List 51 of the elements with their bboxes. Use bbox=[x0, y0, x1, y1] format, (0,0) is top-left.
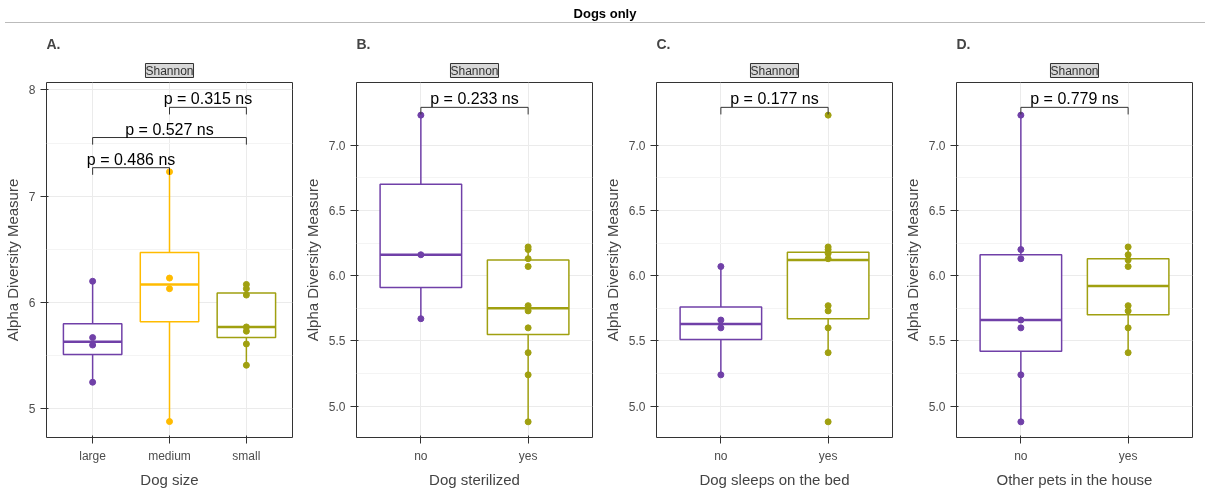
y-tick-label: 8 bbox=[28, 83, 36, 98]
y-tick-label: 7.0 bbox=[928, 138, 946, 153]
x-axis-title: Dog sleeps on the bed bbox=[699, 470, 850, 488]
y-tick-label: 5.0 bbox=[628, 399, 646, 414]
y-axis-title: Alpha Diversity Measure bbox=[303, 178, 321, 342]
x-axis-title: Dog sterilized bbox=[429, 470, 520, 488]
y-axis-title: Alpha Diversity Measure bbox=[903, 178, 921, 342]
y-tick-label: 6.0 bbox=[328, 269, 346, 284]
x-axis-title: Dog size bbox=[140, 470, 199, 488]
y-tick-label: 7.0 bbox=[328, 138, 346, 153]
y-tick-label: 6.5 bbox=[628, 203, 646, 218]
y-tick-label: 5.5 bbox=[628, 334, 646, 349]
annotation: p = 0.177 ns bbox=[730, 90, 819, 108]
x-tick-label: small bbox=[232, 448, 261, 463]
x-tick-label: yes bbox=[818, 448, 838, 463]
y-tick-label: 6 bbox=[28, 296, 36, 311]
x-tick-label: large bbox=[79, 448, 107, 463]
text: Dogs only bbox=[573, 5, 637, 23]
x-tick-label: yes bbox=[1118, 448, 1138, 463]
chart-title: A. bbox=[46, 35, 61, 52]
x-tick-label: medium bbox=[148, 448, 191, 463]
chart-subtitle: Shannon bbox=[145, 63, 194, 78]
x-tick-label: yes bbox=[518, 448, 538, 463]
annotation: p = 0.486 ns bbox=[86, 150, 176, 168]
chart-subtitle: Shannon bbox=[750, 63, 799, 78]
y-tick-label: 6.5 bbox=[328, 203, 346, 218]
annotation: p = 0.779 ns bbox=[1030, 90, 1119, 108]
y-tick-label: 6.5 bbox=[928, 203, 946, 218]
chart-title: D. bbox=[956, 35, 971, 52]
y-tick-label: 7.0 bbox=[628, 138, 646, 153]
chart-subtitle: Shannon bbox=[450, 63, 499, 78]
chart-subtitle: Shannon bbox=[1050, 63, 1099, 78]
y-tick-label: 5.5 bbox=[928, 334, 946, 349]
y-axis-title: Alpha Diversity Measure bbox=[603, 178, 621, 342]
y-tick-label: 7 bbox=[28, 189, 36, 204]
annotation: p = 0.527 ns bbox=[125, 120, 214, 138]
x-tick-label: no bbox=[1014, 448, 1028, 463]
x-axis-title: Other pets in the house bbox=[996, 470, 1153, 488]
y-tick-label: 5 bbox=[28, 402, 36, 417]
y-tick-label: 5.0 bbox=[928, 399, 946, 414]
chart-title: C. bbox=[656, 35, 671, 52]
annotation: p = 0.315 ns bbox=[163, 90, 253, 108]
chart-title: B. bbox=[356, 35, 371, 52]
y-tick-label: 5.5 bbox=[328, 334, 346, 349]
y-tick-label: 6.0 bbox=[928, 269, 946, 284]
annotation: p = 0.233 ns bbox=[430, 90, 519, 108]
x-tick-label: no bbox=[414, 448, 428, 463]
y-axis-title: Alpha Diversity Measure bbox=[3, 178, 21, 342]
x-tick-label: no bbox=[714, 448, 728, 463]
y-tick-label: 6.0 bbox=[628, 269, 646, 284]
y-tick-label: 5.0 bbox=[328, 399, 346, 414]
